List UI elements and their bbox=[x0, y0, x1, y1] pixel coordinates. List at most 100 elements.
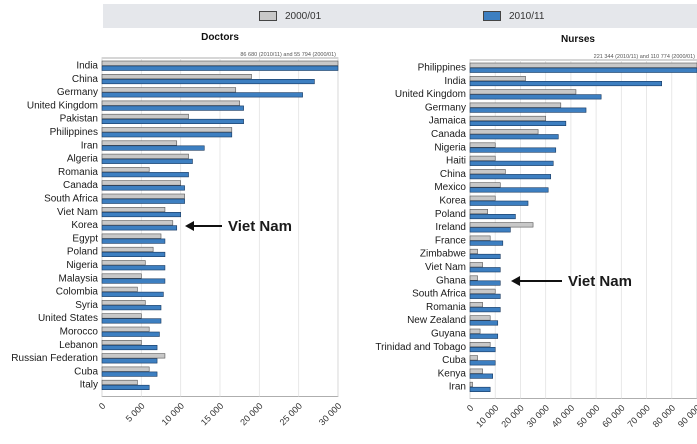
nurses-bar-2000 bbox=[469, 129, 539, 135]
doctors-category-label: Italy bbox=[80, 380, 98, 391]
doctors-bar-2010 bbox=[101, 265, 166, 271]
nurses-bar-2010 bbox=[469, 253, 501, 259]
nurses-bar-2010 bbox=[469, 360, 496, 366]
legend-label-2010: 2010/11 bbox=[509, 10, 545, 22]
doctors-category-label: Colombia bbox=[56, 287, 99, 298]
doctors-category-label: Philippines bbox=[50, 127, 98, 138]
doctors-bar-2010 bbox=[101, 118, 244, 124]
doctors-bar-2000 bbox=[101, 339, 142, 346]
nurses-bar-2010 bbox=[469, 67, 697, 73]
doctors-category-label: China bbox=[72, 74, 99, 85]
doctors-annotation-arrowhead bbox=[185, 221, 194, 231]
doctors-bar-2010 bbox=[101, 251, 166, 257]
nurses-category-label: Mexico bbox=[434, 182, 466, 193]
nurses-category-label: India bbox=[444, 76, 466, 87]
nurses-bar-2010 bbox=[469, 81, 662, 87]
nurses-bar-2000 bbox=[469, 115, 546, 121]
doctors-bar-2010 bbox=[101, 158, 193, 164]
doctors-bar-2000 bbox=[101, 260, 146, 266]
doctors-category-label: Korea bbox=[71, 220, 98, 231]
doctors-bar-2010 bbox=[101, 238, 166, 244]
nurses-bar-2000 bbox=[469, 235, 491, 241]
nurses-tick-label: 60 000 bbox=[600, 403, 627, 430]
nurses-category-label: Guyana bbox=[431, 329, 466, 340]
doctors-category-label: Algeria bbox=[67, 154, 99, 165]
doctors-bar-2000 bbox=[101, 379, 138, 386]
doctors-bar-2000 bbox=[101, 74, 252, 80]
nurses-bar-2000 bbox=[469, 209, 488, 215]
doctors-category-label: Canada bbox=[63, 180, 98, 191]
doctors-bar-2000 bbox=[101, 140, 178, 146]
doctors-category-label: Nigeria bbox=[66, 260, 98, 271]
doctors-category-label: South Africa bbox=[44, 194, 98, 205]
nurses-category-label: United Kingdom bbox=[395, 89, 466, 100]
doctors-bar-2010 bbox=[101, 278, 166, 284]
nurses-bar-2010 bbox=[469, 280, 501, 286]
nurses-category-label: Philippines bbox=[418, 63, 466, 74]
doctors-bar-2000 bbox=[101, 286, 138, 292]
nurses-bar-2010 bbox=[469, 160, 554, 166]
nurses-chart-note: 221 344 (2010/11) and 110 774 (2000/01) bbox=[594, 54, 695, 60]
doctors-bar-2000 bbox=[101, 207, 166, 213]
doctors-category-label: Lebanon bbox=[59, 340, 98, 351]
nurses-tick-label: 30 000 bbox=[525, 403, 552, 430]
doctors-bar-2010 bbox=[101, 318, 162, 324]
doctors-tick-label: 5 000 bbox=[124, 401, 147, 424]
doctors-bar-2000 bbox=[101, 60, 339, 66]
nurses-tick-label: 50 000 bbox=[575, 403, 602, 430]
nurses-bar-2010 bbox=[469, 200, 529, 206]
doctors-bar-2000 bbox=[101, 353, 166, 359]
nurses-category-label: China bbox=[440, 169, 467, 180]
doctors-bar-2010 bbox=[101, 79, 315, 85]
doctors-category-label: Syria bbox=[75, 300, 98, 311]
nurses-category-label: Korea bbox=[439, 196, 466, 207]
nurses-category-label: Canada bbox=[431, 129, 466, 140]
doctors-bar-2010 bbox=[101, 384, 150, 391]
doctors-bar-2000 bbox=[101, 127, 233, 133]
nurses-category-label: Germany bbox=[425, 102, 466, 113]
doctors-bar-2010 bbox=[101, 344, 158, 351]
nurses-bar-2010 bbox=[469, 373, 494, 379]
doctors-bar-2010 bbox=[101, 358, 158, 364]
doctors-bar-2010 bbox=[101, 65, 339, 71]
nurses-bar-2000 bbox=[469, 169, 506, 175]
doctors-bar-2000 bbox=[101, 300, 146, 306]
nurses-bar-2000 bbox=[469, 182, 501, 188]
nurses-bar-2000 bbox=[469, 155, 496, 161]
doctors-category-label: United States bbox=[38, 313, 98, 324]
doctors-bar-2010 bbox=[101, 132, 233, 138]
nurses-category-label: Kenya bbox=[438, 368, 467, 379]
doctors-bar-2010 bbox=[101, 172, 189, 178]
nurses-bar-2000 bbox=[469, 355, 478, 361]
nurses-bar-2000 bbox=[469, 341, 491, 348]
doctors-bar-2000 bbox=[101, 246, 154, 252]
doctors-bar-2000 bbox=[101, 153, 189, 159]
doctors-tick-label: 25 000 bbox=[278, 401, 305, 428]
nurses-category-label: France bbox=[435, 235, 467, 246]
nurses-bar-2000 bbox=[469, 62, 697, 68]
nurses-annotation-arrowhead bbox=[511, 276, 520, 286]
doctors-bar-2000 bbox=[101, 326, 150, 332]
doctors-bar-2010 bbox=[101, 185, 185, 191]
nurses-bar-2000 bbox=[469, 102, 562, 108]
doctors-category-label: Cuba bbox=[74, 366, 98, 377]
nurses-bar-2010 bbox=[469, 94, 602, 100]
nurses-bar-2000 bbox=[469, 275, 478, 281]
nurses-category-label: New Zealand bbox=[407, 315, 466, 326]
doctors-category-label: United Kingdom bbox=[27, 100, 98, 111]
nurses-bar-2000 bbox=[469, 302, 483, 308]
doctors-category-label: Malaysia bbox=[59, 273, 99, 284]
doctors-category-label: Egypt bbox=[72, 233, 98, 244]
doctors-tick-label: 15 000 bbox=[199, 401, 226, 428]
nurses-bar-2010 bbox=[469, 120, 567, 126]
doctors-bar-2010 bbox=[101, 212, 181, 218]
nurses-category-label: Romania bbox=[426, 302, 466, 313]
doctors-tick-label: 30 000 bbox=[317, 401, 344, 428]
nurses-bar-2010 bbox=[469, 267, 501, 273]
nurses-bar-2000 bbox=[469, 288, 496, 294]
doctors-bar-2000 bbox=[101, 273, 142, 279]
nurses-bar-2000 bbox=[469, 142, 496, 148]
nurses-tick-label: 90 000 bbox=[676, 403, 697, 430]
nurses-bar-2010 bbox=[469, 307, 501, 313]
